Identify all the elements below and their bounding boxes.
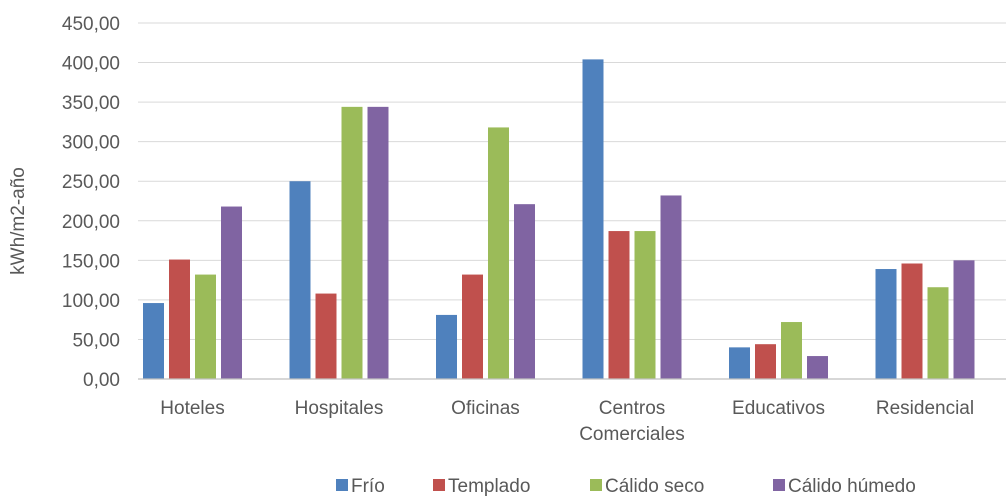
y-tick-labels: 0,00 50,00 100,00 150,00 200,00 250,00 300,00 3… bbox=[62, 14, 120, 391]
bar-frio bbox=[729, 347, 750, 379]
x-tick-label: Hoteles bbox=[160, 398, 224, 419]
bar-frio bbox=[436, 314, 457, 379]
x-tick-label: Educativos bbox=[732, 398, 825, 419]
bar-calido-humedo bbox=[367, 106, 389, 379]
x-tick-label: Oficinas bbox=[451, 398, 520, 419]
bar-frio bbox=[875, 269, 897, 379]
y-tick-label: 100,00 bbox=[62, 291, 120, 312]
legend-label: Cálido húmedo bbox=[788, 476, 916, 497]
bar-calido-humedo bbox=[514, 204, 535, 379]
bar-calido-humedo bbox=[953, 260, 975, 379]
bar-calido-humedo bbox=[660, 195, 682, 379]
x-tick-label: Comerciales bbox=[579, 424, 685, 445]
bar-frio bbox=[289, 181, 311, 379]
x-tick-label: Residencial bbox=[876, 398, 974, 419]
y-tick-label: 350,00 bbox=[62, 93, 120, 114]
bar-calido-humedo bbox=[221, 206, 242, 379]
bar-frio bbox=[143, 303, 164, 379]
y-tick-label: 400,00 bbox=[62, 54, 120, 75]
y-tick-label: 450,00 bbox=[62, 14, 120, 35]
legend-label: Cálido seco bbox=[605, 476, 704, 497]
y-tick-label: 300,00 bbox=[62, 133, 120, 154]
x-tick-label: Centros bbox=[599, 398, 666, 419]
y-tick-label: 0,00 bbox=[83, 370, 120, 391]
bar-calido-seco bbox=[488, 127, 509, 379]
legend-swatch bbox=[336, 479, 348, 491]
bar-calido-seco bbox=[927, 287, 949, 379]
bar-templado bbox=[901, 263, 923, 379]
y-tick-label: 150,00 bbox=[62, 251, 120, 272]
bars bbox=[143, 59, 975, 379]
bar-calido-humedo bbox=[807, 356, 828, 379]
legend-swatch bbox=[433, 479, 445, 491]
y-axis-title: kWh/m2-año bbox=[8, 167, 29, 275]
bar-frio bbox=[582, 59, 604, 379]
y-tick-label: 200,00 bbox=[62, 212, 120, 233]
bar-calido-seco bbox=[781, 322, 802, 379]
bar-templado bbox=[462, 274, 483, 379]
bar-templado bbox=[755, 344, 776, 379]
bar-templado bbox=[169, 259, 190, 379]
gridlines bbox=[138, 22, 1006, 340]
legend-swatch bbox=[773, 479, 785, 491]
bar-templado bbox=[608, 231, 630, 379]
legend: Frío Templado Cálido seco Cálido húmedo bbox=[336, 476, 916, 497]
x-tick-labels: Hoteles Hospitales Oficinas Centros Comercia… bbox=[160, 398, 974, 445]
x-tick-label: Hospitales bbox=[295, 398, 384, 419]
legend-label: Templado bbox=[448, 476, 530, 497]
y-tick-label: 250,00 bbox=[62, 172, 120, 193]
bar-calido-seco bbox=[634, 231, 656, 379]
legend-swatch bbox=[590, 479, 602, 491]
legend-label: Frío bbox=[351, 476, 385, 497]
bar-calido-seco bbox=[341, 106, 363, 379]
bar-templado bbox=[315, 293, 337, 379]
y-tick-label: 50,00 bbox=[72, 330, 120, 351]
bar-calido-seco bbox=[195, 274, 216, 379]
